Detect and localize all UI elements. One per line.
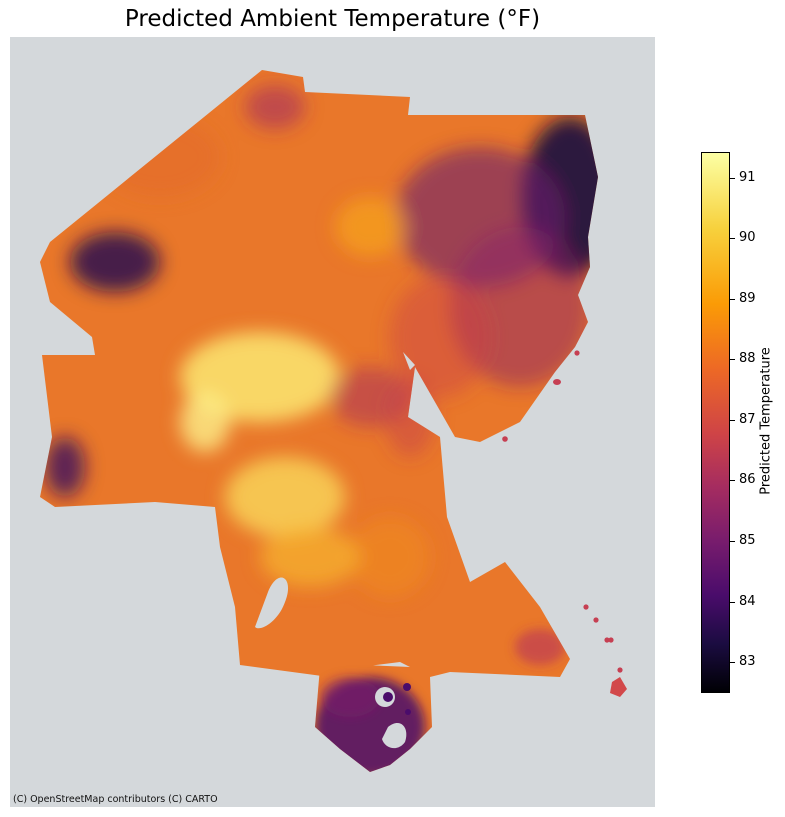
colorbar-tick [729, 359, 735, 360]
colorbar-tick [729, 541, 735, 542]
colorbar-tick-label: 90 [739, 230, 756, 245]
colorbar-tick-label: 89 [739, 291, 756, 306]
colorbar-label: Predicted Temperature [758, 347, 774, 495]
colorbar-tick-label: 84 [739, 594, 756, 609]
colorbar-tick-label: 85 [739, 533, 756, 548]
colorbar [701, 152, 730, 693]
temperature-heatmap [40, 70, 627, 772]
colorbar-tick-label: 86 [739, 472, 756, 487]
colorbar-tick-label: 83 [739, 654, 756, 669]
colorbar-tick-label: 91 [739, 170, 756, 185]
map-panel[interactable]: (C) OpenStreetMap contributors (C) CARTO [10, 37, 655, 807]
colorbar-tick [729, 178, 735, 179]
colorbar-tick [729, 662, 735, 663]
colorbar-tick-label: 87 [739, 412, 756, 427]
colorbar-tick [729, 420, 735, 421]
colorbar-tick [729, 480, 735, 481]
map-title: Predicted Ambient Temperature (°F) [124, 6, 541, 32]
colorbar-tick [729, 299, 735, 300]
colorbar-tick [729, 602, 735, 603]
map-attribution: (C) OpenStreetMap contributors (C) CARTO [13, 794, 218, 805]
colorbar-tick [729, 238, 735, 239]
colorbar-tick-label: 88 [739, 351, 756, 366]
